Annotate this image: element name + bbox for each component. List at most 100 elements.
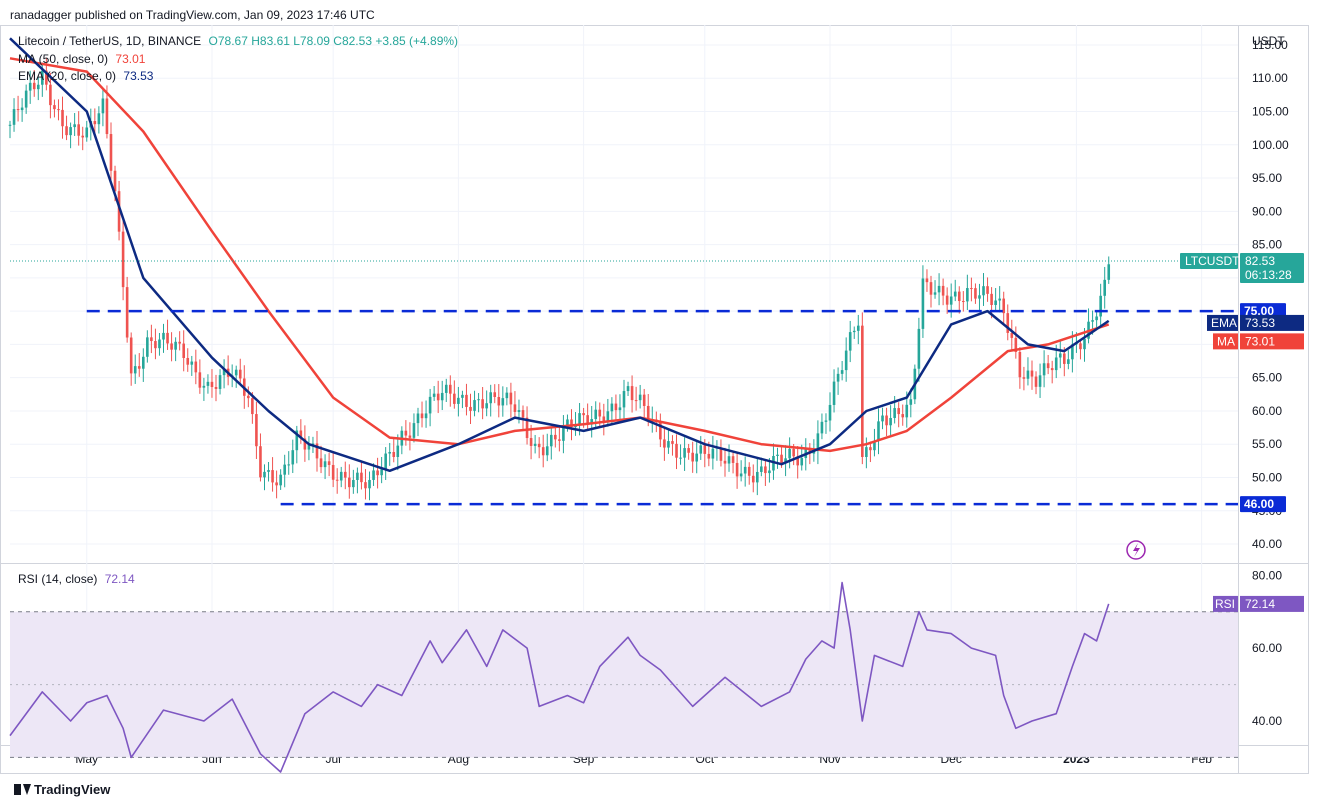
candle-body: [125, 287, 129, 338]
chart-frame: [0, 25, 1309, 774]
candle-body: [743, 466, 747, 474]
candle-body: [267, 470, 270, 472]
candle-body: [1034, 376, 1038, 387]
candle-body: [1006, 313, 1010, 333]
candle-body: [881, 415, 884, 422]
candle-body: [582, 413, 585, 416]
price-unit-label: USDT: [1252, 34, 1285, 48]
tradingview-logo[interactable]: TradingView: [14, 782, 110, 797]
candle-body: [646, 405, 650, 421]
candle-body: [174, 341, 177, 350]
candle-body: [194, 361, 198, 373]
candle-body: [541, 447, 545, 456]
rsi-legend[interactable]: RSI (14, close) 72.14: [18, 572, 135, 586]
candle-body: [113, 170, 117, 192]
candle-body: [158, 339, 161, 349]
candle-body: [287, 464, 291, 466]
candle-body: [699, 445, 703, 454]
candle-body: [432, 393, 436, 397]
candle-body: [380, 469, 383, 476]
candle-body: [408, 435, 412, 438]
candle-body: [792, 448, 795, 457]
ma-side-tag-label: MA: [1217, 334, 1235, 348]
lightning-glyph: [1133, 543, 1140, 557]
candle-body: [812, 450, 816, 454]
candle-body: [723, 460, 727, 464]
candle-body: [214, 387, 218, 389]
candle-body: [238, 369, 242, 379]
ema-20-line[interactable]: [9, 37, 1110, 473]
ema-legend[interactable]: EMA (20, close, 0) 73.53: [18, 69, 153, 83]
candle-body: [251, 398, 254, 415]
candle-body: [941, 285, 945, 296]
ema-side-tag: [1207, 314, 1238, 331]
candle-body: [820, 421, 824, 434]
candle-body: [957, 291, 961, 302]
candle-body: [909, 399, 913, 405]
ma-legend[interactable]: MA (50, close, 0) 73.01: [18, 52, 145, 66]
candle-body: [978, 295, 981, 299]
candle-body: [893, 408, 896, 418]
candle-body: [856, 325, 860, 331]
candle-body: [360, 472, 363, 483]
candle-body: [45, 70, 48, 85]
candle-body: [780, 454, 783, 464]
candle-body: [263, 471, 266, 478]
ema-legend-label: EMA (20, close, 0): [18, 69, 117, 83]
price-tick-label: 90.00: [1252, 204, 1282, 218]
candle-body: [81, 135, 85, 138]
candle-body: [796, 456, 799, 466]
price-tick-label: 55.00: [1252, 437, 1282, 451]
last-price-value: 82.53: [1245, 254, 1275, 268]
candle-body: [477, 399, 480, 401]
candle-body: [137, 366, 141, 369]
candle-body: [101, 98, 105, 114]
candle-body: [121, 231, 125, 288]
candle-body: [525, 417, 529, 439]
candle-body: [57, 109, 60, 111]
candle-body: [440, 392, 444, 401]
candle-body: [933, 292, 937, 295]
candle-body: [449, 384, 452, 394]
candle-body: [303, 438, 307, 450]
candlesticks: [8, 57, 1111, 501]
candle-body: [768, 470, 771, 474]
candle-body: [852, 330, 856, 333]
candle-body: [117, 191, 121, 232]
candle-body: [869, 447, 872, 451]
candle-body: [905, 404, 909, 418]
candle-body: [36, 84, 40, 90]
candle-body: [800, 458, 804, 466]
ma-50-line[interactable]: [9, 57, 1110, 453]
ma-legend-value: 73.01: [115, 52, 146, 66]
candle-body: [634, 400, 638, 402]
candle-body: [461, 394, 464, 398]
candle-body: [578, 413, 581, 426]
candle-body: [562, 426, 565, 441]
rsi-legend-label: RSI (14, close): [18, 572, 98, 586]
candle-body: [218, 375, 222, 389]
candle-body: [315, 443, 319, 459]
candle-body: [848, 332, 852, 351]
candle-body: [16, 109, 20, 111]
candle-body: [343, 471, 347, 478]
candle-body: [1038, 375, 1042, 387]
candle-body: [420, 413, 424, 419]
candle-body: [384, 453, 387, 470]
symbol-name[interactable]: Litecoin / TetherUS, 1D, BINANCE: [18, 34, 202, 48]
ema-legend-value: 73.53: [123, 69, 154, 83]
lightning-circle-icon[interactable]: [1126, 540, 1146, 560]
last-price-tag: [1240, 253, 1304, 284]
candle-body: [638, 394, 642, 401]
candle-body: [457, 397, 460, 404]
candle-body: [675, 443, 678, 458]
candle-body: [497, 396, 501, 406]
price-tick-label: 85.00: [1252, 238, 1282, 252]
rsi-side-tag: [1213, 595, 1238, 612]
candle-body: [824, 420, 828, 422]
level-tag: [1240, 496, 1286, 513]
candle-body: [1063, 353, 1066, 364]
rsi-line[interactable]: [9, 581, 1110, 773]
candle-body: [836, 373, 840, 382]
